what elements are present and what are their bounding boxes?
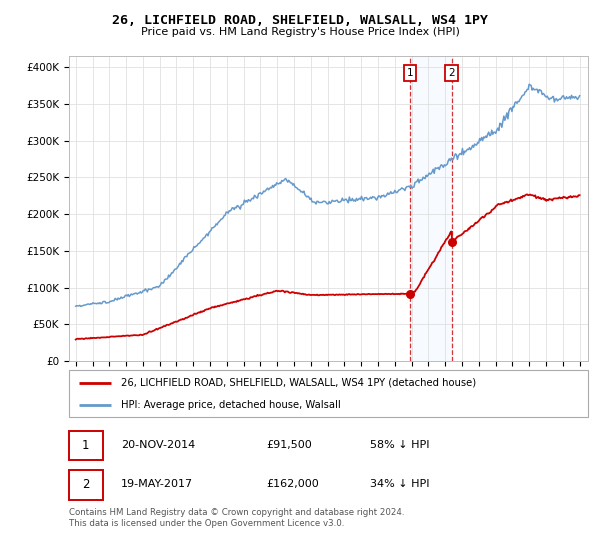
Text: 1: 1 [407,68,413,78]
Text: 34% ↓ HPI: 34% ↓ HPI [370,479,430,489]
FancyBboxPatch shape [69,370,588,417]
Text: £91,500: £91,500 [266,440,312,450]
Text: 26, LICHFIELD ROAD, SHELFIELD, WALSALL, WS4 1PY (detached house): 26, LICHFIELD ROAD, SHELFIELD, WALSALL, … [121,378,476,388]
Text: 2: 2 [82,478,89,491]
FancyBboxPatch shape [69,431,103,460]
Text: 19-MAY-2017: 19-MAY-2017 [121,479,193,489]
FancyBboxPatch shape [69,470,103,500]
Text: HPI: Average price, detached house, Walsall: HPI: Average price, detached house, Wals… [121,400,341,410]
Text: Contains HM Land Registry data © Crown copyright and database right 2024.
This d: Contains HM Land Registry data © Crown c… [69,508,404,528]
Bar [410,56,452,361]
Text: 2: 2 [448,68,455,78]
Text: 26, LICHFIELD ROAD, SHELFIELD, WALSALL, WS4 1PY: 26, LICHFIELD ROAD, SHELFIELD, WALSALL, … [112,14,488,27]
Text: £162,000: £162,000 [266,479,319,489]
Text: Price paid vs. HM Land Registry's House Price Index (HPI): Price paid vs. HM Land Registry's House … [140,27,460,37]
Text: 1: 1 [82,438,89,452]
Text: 58% ↓ HPI: 58% ↓ HPI [370,440,430,450]
Text: 20-NOV-2014: 20-NOV-2014 [121,440,195,450]
